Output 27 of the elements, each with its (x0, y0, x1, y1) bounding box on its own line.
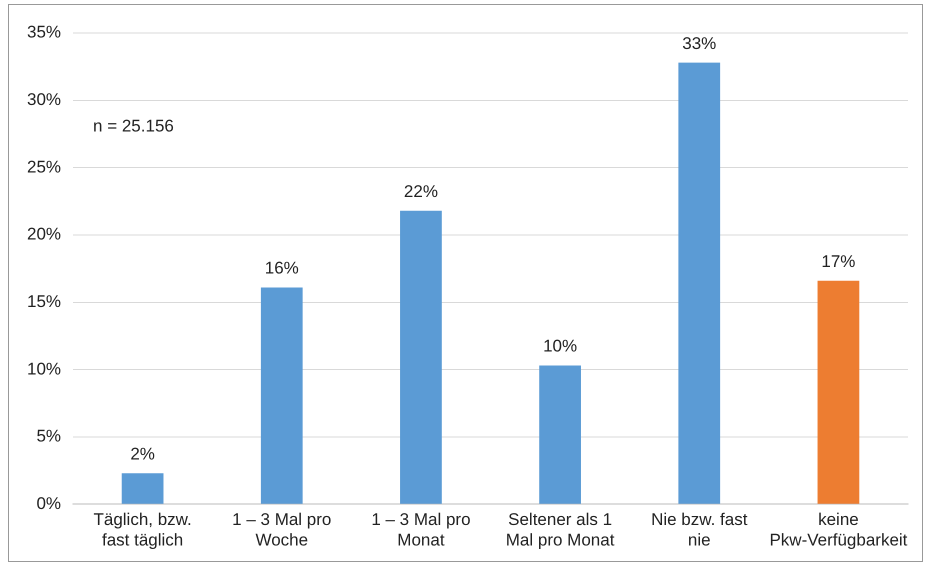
bar (400, 210, 442, 504)
data-label: 16% (264, 258, 299, 278)
y-tick-label: 20% (26, 224, 62, 244)
annotation: n = 25.156 (93, 116, 174, 136)
data-label: 22% (404, 182, 438, 201)
x-tick-label: Nie bzw. fast nie (651, 510, 748, 550)
bar (818, 280, 860, 504)
data-label: 10% (543, 336, 578, 356)
y-tick-label: 0% (36, 494, 62, 513)
data-label: 17% (821, 252, 856, 271)
bar (260, 287, 303, 504)
x-tick-label: Seltener als 1 Mal pro Monat (506, 510, 615, 550)
y-tick-label: 15% (26, 292, 62, 311)
x-tick-label: 1 – 3 Mal pro Monat (371, 510, 471, 550)
data-label: 33% (682, 34, 716, 53)
y-tick-label: 35% (26, 22, 62, 42)
y-tick-label: 30% (26, 90, 62, 109)
y-tick-label: 25% (26, 157, 62, 176)
bar (539, 366, 581, 504)
x-tick-label: Täglich, bzw. fast täglich (93, 510, 192, 550)
data-label: 2% (130, 444, 155, 464)
x-tick-label: keine Pkw-Verfügbarkeit (769, 510, 908, 550)
x-tick-label: 1 – 3 Mal pro Woche (232, 510, 332, 550)
y-tick-label: 5% (36, 426, 62, 446)
bar (122, 473, 164, 504)
y-tick-label: 10% (26, 359, 62, 378)
bar (678, 62, 720, 504)
